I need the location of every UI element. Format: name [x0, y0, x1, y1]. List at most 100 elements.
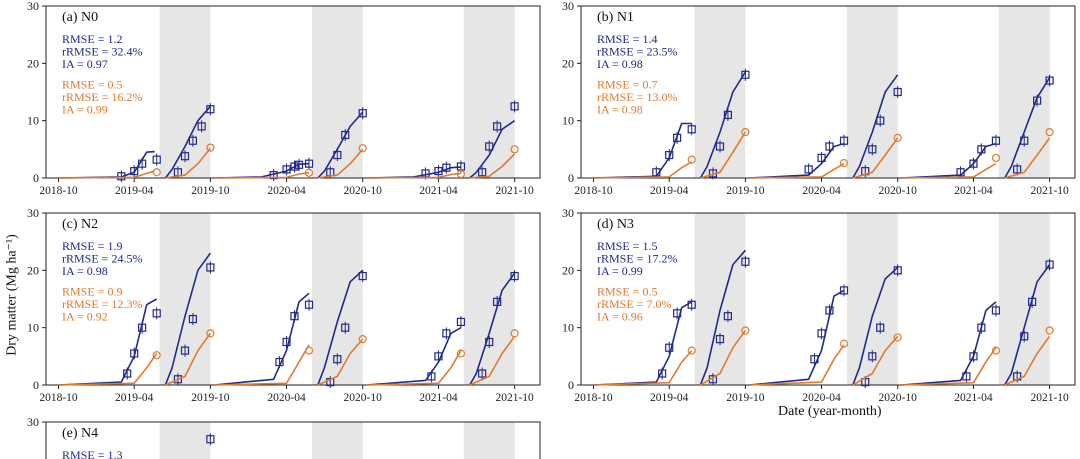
simulated-line-orange [852, 137, 899, 179]
x-tick-label: 2021-04 [954, 392, 993, 404]
observed-point-blue [206, 105, 215, 114]
observed-point-blue [977, 145, 986, 154]
observed-point-blue [188, 136, 198, 145]
stat-text-blue: RMSE = 1.3 [62, 448, 122, 459]
observed-point-blue [876, 323, 885, 332]
stat-text-orange: IA = 0.92 [62, 310, 108, 324]
x-axis-label: Date (year-month) [778, 404, 882, 419]
observed-point-blue [868, 352, 877, 361]
x-tick-label: 2021-10 [1030, 185, 1069, 197]
y-tick-label: 30 [27, 206, 39, 220]
observed-point-orange [206, 143, 215, 152]
simulated-line-orange [700, 131, 747, 179]
observed-point-orange [152, 351, 161, 360]
observed-point-blue [478, 369, 487, 378]
observed-point-blue [810, 355, 819, 364]
stat-text-orange: RMSE = 0.5 [62, 78, 122, 92]
stat-text-blue: IA = 0.98 [597, 57, 643, 71]
x-tick-label: 2018-10 [39, 392, 78, 404]
simulated-line-blue [1004, 264, 1051, 386]
observed-point-blue [333, 355, 342, 364]
observed-point-blue [290, 312, 299, 321]
observed-point-blue [442, 163, 451, 172]
observed-point-blue [687, 125, 696, 134]
panel-title: (d) N3 [597, 217, 634, 232]
simulated-line-blue [469, 120, 516, 179]
observed-point-blue [180, 346, 190, 355]
stat-text-blue: IA = 0.97 [62, 57, 108, 71]
observed-point-blue [1045, 260, 1054, 269]
observed-point-blue [969, 159, 978, 168]
observed-point-orange [152, 168, 161, 177]
shaded-period [463, 213, 515, 385]
simulated-line-blue [749, 289, 845, 386]
y-axis-label-wrap: Dry matter (Mg ha⁻¹) [2, 215, 22, 375]
x-tick-label: 2019-10 [191, 392, 230, 404]
observed-point-blue [130, 167, 139, 176]
simulated-line-orange [58, 170, 155, 179]
observed-point-blue [485, 337, 494, 347]
observed-point-blue [839, 286, 849, 295]
observed-point-blue [152, 309, 161, 318]
observed-point-blue [1045, 76, 1054, 85]
observed-point-orange [456, 169, 466, 179]
y-tick-label: 10 [27, 114, 39, 128]
simulated-line-orange [1004, 137, 1051, 179]
simulated-line-blue [214, 292, 310, 386]
simulated-line-blue [699, 249, 747, 386]
simulated-line-orange [901, 163, 997, 179]
x-tick-label: 2019-10 [191, 185, 230, 197]
x-tick-label: 2020-04 [267, 392, 306, 404]
simulated-line-orange [749, 344, 845, 386]
observed-point-orange [991, 346, 1001, 355]
y-tick-label: 0 [568, 378, 574, 392]
observed-point-orange [687, 155, 696, 164]
simulated-line-orange [317, 148, 364, 179]
observed-point-orange [510, 145, 519, 154]
simulated-line-blue [317, 269, 364, 386]
observed-point-orange [456, 349, 466, 358]
simulated-line-blue [852, 266, 899, 386]
panel-5: 30 (e) N4 RMSE = 1.3 [27, 415, 541, 459]
observed-point-blue [861, 378, 870, 387]
shaded-period [998, 213, 1050, 385]
shaded-period [463, 422, 515, 459]
observed-point-blue [804, 165, 813, 174]
observed-point-blue [493, 122, 502, 131]
observed-point-blue [434, 167, 443, 176]
simulated-line-orange [366, 172, 461, 179]
observed-point-blue [206, 263, 215, 272]
simulated-line-orange [317, 338, 364, 386]
observed-point-orange [839, 158, 849, 168]
panel-title: (c) N2 [62, 217, 98, 232]
x-tick-label: 2019-04 [115, 185, 154, 197]
stat-text-orange: IA = 0.96 [597, 310, 643, 324]
stat-text-orange: rRMSE = 16.2% [62, 90, 142, 104]
x-tick-label: 2019-10 [726, 185, 765, 197]
simulated-line-orange [1004, 335, 1051, 386]
x-tick-label: 2019-10 [726, 392, 765, 404]
observed-point-blue [456, 317, 466, 327]
x-tick-label: 2020-10 [879, 185, 918, 197]
observed-point-orange [893, 333, 902, 342]
observed-point-blue [138, 323, 147, 332]
stat-text-orange: rRMSE = 7.0% [597, 297, 671, 311]
x-tick-label: 2021-04 [419, 185, 458, 197]
observed-point-blue [130, 349, 139, 358]
observed-point-blue [290, 162, 299, 171]
simulated-line-orange [593, 350, 693, 386]
shaded-period [159, 422, 211, 459]
x-tick-label: 2020-10 [344, 392, 383, 404]
observed-point-blue [665, 150, 674, 160]
y-tick-label: 10 [562, 321, 574, 335]
shaded-period [311, 422, 363, 459]
observed-point-blue [1028, 297, 1037, 306]
x-tick-label: 2021-04 [419, 392, 458, 404]
simulated-line-blue [901, 301, 997, 386]
panel-frame [45, 212, 541, 386]
observed-point-blue [825, 306, 834, 315]
observed-point-blue [991, 136, 1001, 145]
panel-3: 0 10 20 30 2018-10 2019-04 2019-10 2020-04 2020-… [27, 206, 541, 404]
y-tick-label: 30 [562, 206, 574, 220]
